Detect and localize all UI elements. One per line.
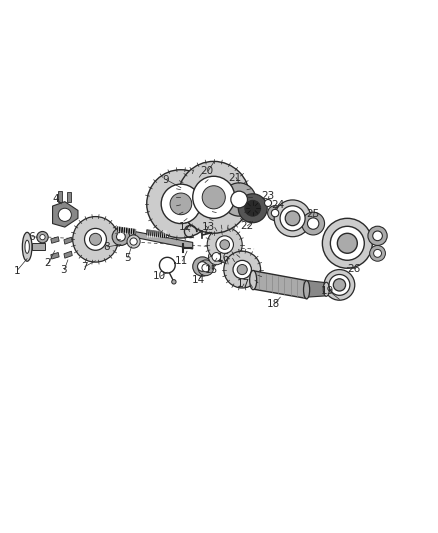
Polygon shape [307, 280, 326, 297]
Circle shape [271, 209, 279, 217]
Bar [67, 192, 71, 201]
Circle shape [73, 216, 118, 262]
Text: 17: 17 [237, 279, 250, 289]
Text: 8: 8 [103, 242, 110, 252]
Circle shape [40, 235, 45, 240]
Text: 7: 7 [81, 262, 88, 271]
Circle shape [207, 227, 242, 262]
Circle shape [220, 240, 230, 249]
Circle shape [224, 251, 261, 288]
Polygon shape [53, 201, 78, 227]
Circle shape [58, 208, 71, 221]
Text: 15: 15 [205, 264, 218, 274]
Text: 6: 6 [28, 232, 35, 242]
Circle shape [161, 184, 201, 223]
Text: 12: 12 [179, 222, 192, 232]
Text: 1: 1 [14, 266, 21, 276]
Text: 9: 9 [162, 175, 169, 185]
Polygon shape [88, 223, 193, 249]
Bar [32, 243, 45, 251]
Text: 5: 5 [124, 253, 131, 263]
Text: 10: 10 [153, 271, 166, 281]
Text: 22: 22 [240, 221, 253, 231]
Text: 16: 16 [217, 253, 230, 263]
Circle shape [370, 246, 385, 261]
Circle shape [198, 260, 214, 276]
Text: 11: 11 [175, 256, 188, 266]
Circle shape [233, 260, 251, 279]
Circle shape [112, 228, 130, 246]
Polygon shape [64, 251, 72, 258]
Circle shape [268, 206, 283, 221]
Circle shape [127, 235, 140, 248]
Text: 2: 2 [44, 259, 51, 269]
Circle shape [193, 176, 235, 219]
Text: 24: 24 [272, 200, 285, 210]
Circle shape [170, 193, 192, 215]
Polygon shape [64, 237, 72, 244]
Bar [58, 191, 62, 201]
Circle shape [368, 226, 387, 246]
Circle shape [329, 274, 350, 295]
Polygon shape [254, 271, 307, 298]
Circle shape [193, 257, 212, 276]
Circle shape [212, 253, 221, 261]
Ellipse shape [323, 282, 329, 296]
Polygon shape [147, 230, 166, 238]
Circle shape [172, 280, 176, 284]
Circle shape [130, 238, 137, 245]
Text: 26: 26 [347, 264, 360, 273]
Circle shape [265, 199, 272, 206]
Circle shape [324, 270, 355, 300]
Circle shape [274, 200, 311, 237]
Text: 13: 13 [201, 222, 215, 232]
Text: 20: 20 [201, 166, 214, 176]
Text: 3: 3 [60, 264, 67, 274]
Circle shape [85, 229, 106, 251]
Polygon shape [51, 253, 59, 259]
Circle shape [337, 233, 357, 253]
Circle shape [280, 206, 305, 231]
Circle shape [147, 169, 215, 238]
Circle shape [302, 212, 325, 235]
Ellipse shape [304, 280, 310, 299]
Circle shape [231, 191, 247, 208]
Circle shape [178, 161, 250, 233]
Circle shape [208, 249, 224, 265]
Ellipse shape [25, 240, 29, 253]
Circle shape [285, 211, 300, 225]
Text: 14: 14 [192, 274, 205, 285]
Circle shape [245, 200, 261, 216]
Circle shape [330, 227, 364, 260]
Circle shape [198, 262, 207, 271]
Polygon shape [51, 237, 59, 243]
Text: 23: 23 [261, 191, 275, 201]
Circle shape [117, 232, 125, 241]
Circle shape [202, 264, 210, 272]
Ellipse shape [22, 232, 32, 261]
Circle shape [307, 218, 319, 229]
Text: 25: 25 [307, 209, 320, 219]
Text: 18: 18 [267, 298, 280, 309]
Circle shape [238, 194, 267, 223]
Circle shape [89, 233, 102, 245]
Circle shape [216, 236, 233, 253]
Ellipse shape [250, 270, 257, 290]
Circle shape [37, 231, 48, 243]
Text: 4: 4 [53, 193, 60, 204]
Circle shape [333, 279, 346, 291]
Polygon shape [117, 227, 136, 235]
Circle shape [374, 249, 381, 257]
Circle shape [237, 264, 247, 274]
Text: 19: 19 [321, 286, 334, 296]
Circle shape [223, 183, 256, 216]
Circle shape [373, 231, 382, 241]
Circle shape [322, 219, 372, 268]
Text: 21: 21 [229, 173, 242, 183]
Circle shape [202, 185, 225, 209]
